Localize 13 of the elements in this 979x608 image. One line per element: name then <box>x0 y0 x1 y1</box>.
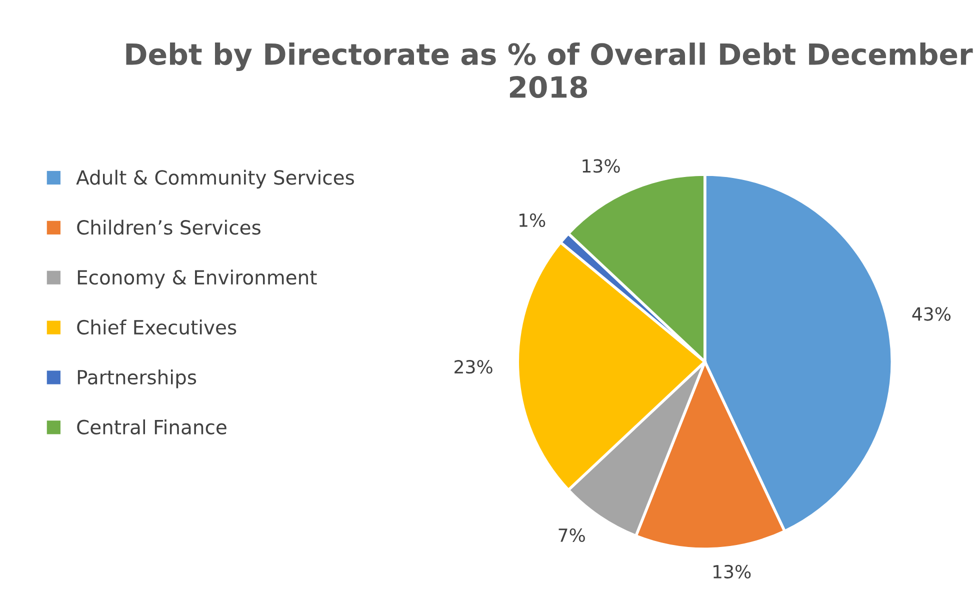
data-label: 23% <box>454 360 492 374</box>
data-label: 13% <box>582 159 620 173</box>
legend-label: Economy & Environment <box>78 270 317 288</box>
legend-label: Central Finance <box>77 419 226 434</box>
data-label: 13% <box>714 564 751 579</box>
data-label: 43% <box>912 307 951 321</box>
legend-label: Partnerships <box>78 369 196 388</box>
chart-title: Debt by Directorate as % of Overall Debt December 2018 <box>126 42 973 98</box>
data-label: 7% <box>558 528 585 542</box>
legend-label: Chief Executives <box>77 320 236 335</box>
legend-label: Adult & Community Services <box>76 170 354 189</box>
legend-label: Children’s Services <box>77 220 260 235</box>
data-label: 1% <box>519 213 546 228</box>
